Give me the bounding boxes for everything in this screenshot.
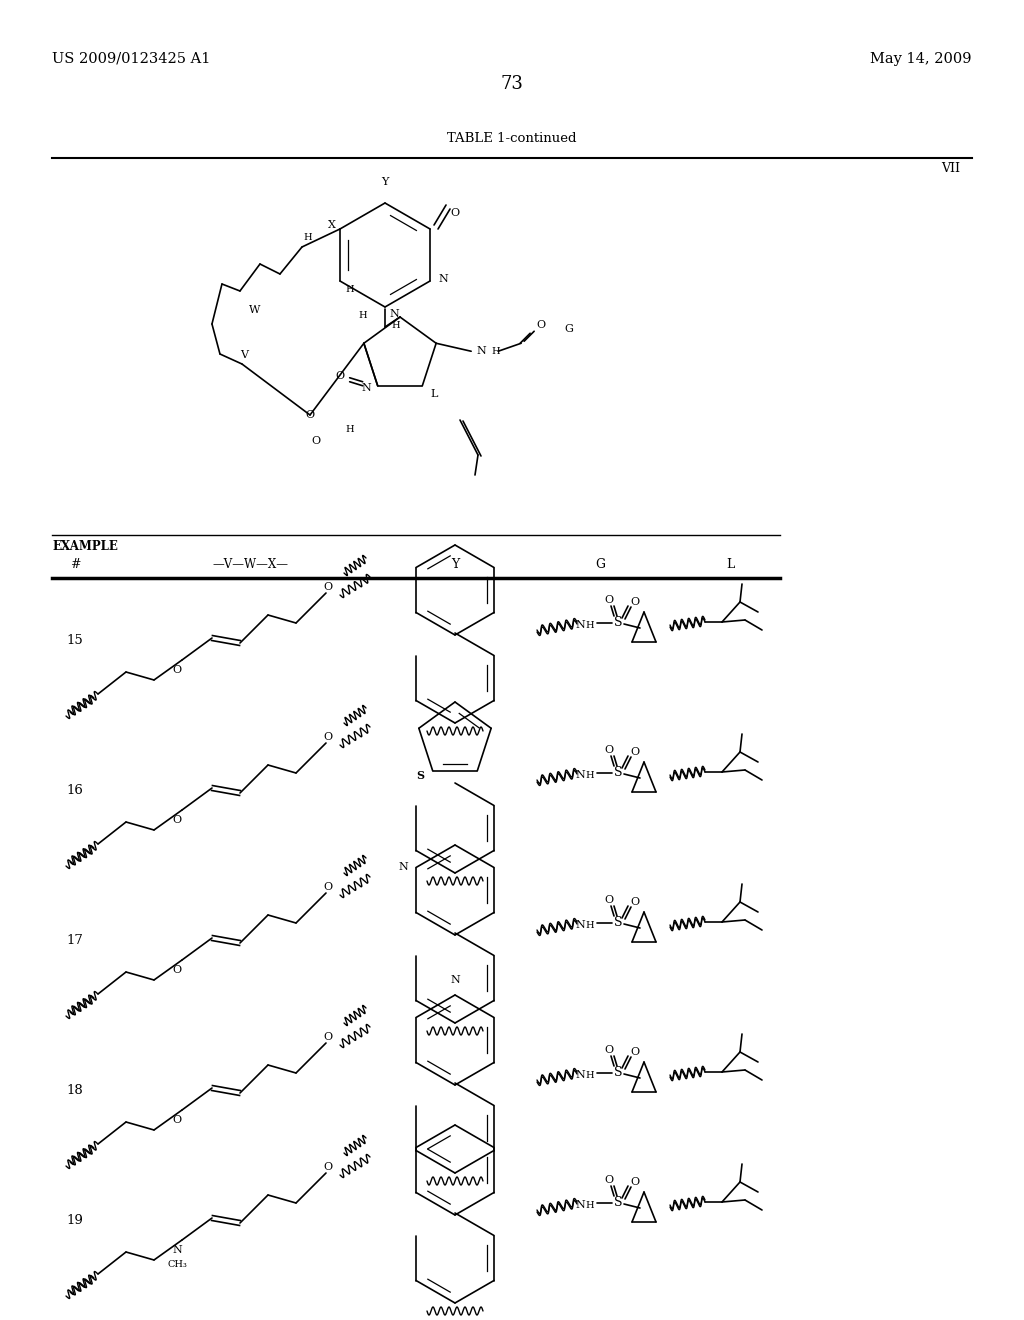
Text: O: O [172,1115,181,1125]
Text: H: H [345,285,353,293]
Text: O: O [604,1175,613,1185]
Text: O: O [172,814,181,825]
Text: TABLE 1-continued: TABLE 1-continued [447,132,577,145]
Text: EXAMPLE: EXAMPLE [52,540,118,553]
Text: O: O [323,733,332,742]
Text: #: # [70,558,80,572]
Text: O: O [604,595,613,605]
Text: N: N [451,975,460,985]
Text: S: S [613,616,623,630]
Text: H: H [358,310,367,319]
Text: O: O [604,744,613,755]
Text: O: O [323,1032,332,1041]
Text: W: W [249,305,260,315]
Text: O: O [604,1045,613,1055]
Text: Y: Y [381,177,389,187]
Text: X: X [328,220,336,230]
Text: 15: 15 [67,634,83,647]
Text: O: O [450,209,459,218]
Text: H: H [492,347,500,356]
Text: May 14, 2009: May 14, 2009 [870,51,972,66]
Text: G: G [564,325,573,334]
Text: 18: 18 [67,1084,83,1097]
Text: 73: 73 [501,75,523,92]
Text: N: N [575,1200,585,1210]
Text: O: O [305,411,314,420]
Text: S: S [613,916,623,929]
Text: —V—W—X—: —V—W—X— [212,558,288,572]
Text: N: N [575,920,585,931]
Text: S: S [613,1067,623,1080]
Text: O: O [335,371,344,380]
Text: O: O [604,895,613,906]
Text: N: N [438,275,447,284]
Text: O: O [630,597,639,607]
Text: Y: Y [451,558,459,572]
Text: 19: 19 [67,1213,83,1226]
Text: O: O [323,582,332,591]
Text: N: N [172,1245,182,1255]
Text: O: O [630,898,639,907]
Text: N: N [575,1071,585,1080]
Text: US 2009/0123425 A1: US 2009/0123425 A1 [52,51,210,66]
Text: H: H [303,232,312,242]
Text: O: O [311,436,321,446]
Text: H: H [586,620,594,630]
Text: V: V [240,350,248,360]
Text: S: S [417,771,425,781]
Text: N: N [361,383,372,393]
Text: N: N [389,309,398,319]
Text: N: N [575,770,585,780]
Text: 17: 17 [67,933,83,946]
Text: L: L [726,558,734,572]
Text: H: H [586,920,594,929]
Text: S: S [613,1196,623,1209]
Text: H: H [346,425,354,434]
Text: O: O [630,747,639,756]
Text: L: L [430,389,437,399]
Text: N: N [575,620,585,630]
Text: S: S [613,767,623,780]
Text: 16: 16 [67,784,83,796]
Text: G: G [595,558,605,572]
Text: O: O [172,665,181,675]
Text: N: N [398,862,408,873]
Text: O: O [630,1177,639,1187]
Text: CH₃: CH₃ [167,1261,187,1269]
Text: O: O [630,1047,639,1057]
Text: N: N [476,346,486,356]
Text: H: H [586,771,594,780]
Text: O: O [323,1162,332,1172]
Text: H: H [391,321,399,330]
Text: O: O [537,321,546,330]
Text: H: H [586,1200,594,1209]
Text: O: O [172,965,181,975]
Text: H: H [586,1071,594,1080]
Text: VII: VII [941,162,961,176]
Text: O: O [323,882,332,892]
